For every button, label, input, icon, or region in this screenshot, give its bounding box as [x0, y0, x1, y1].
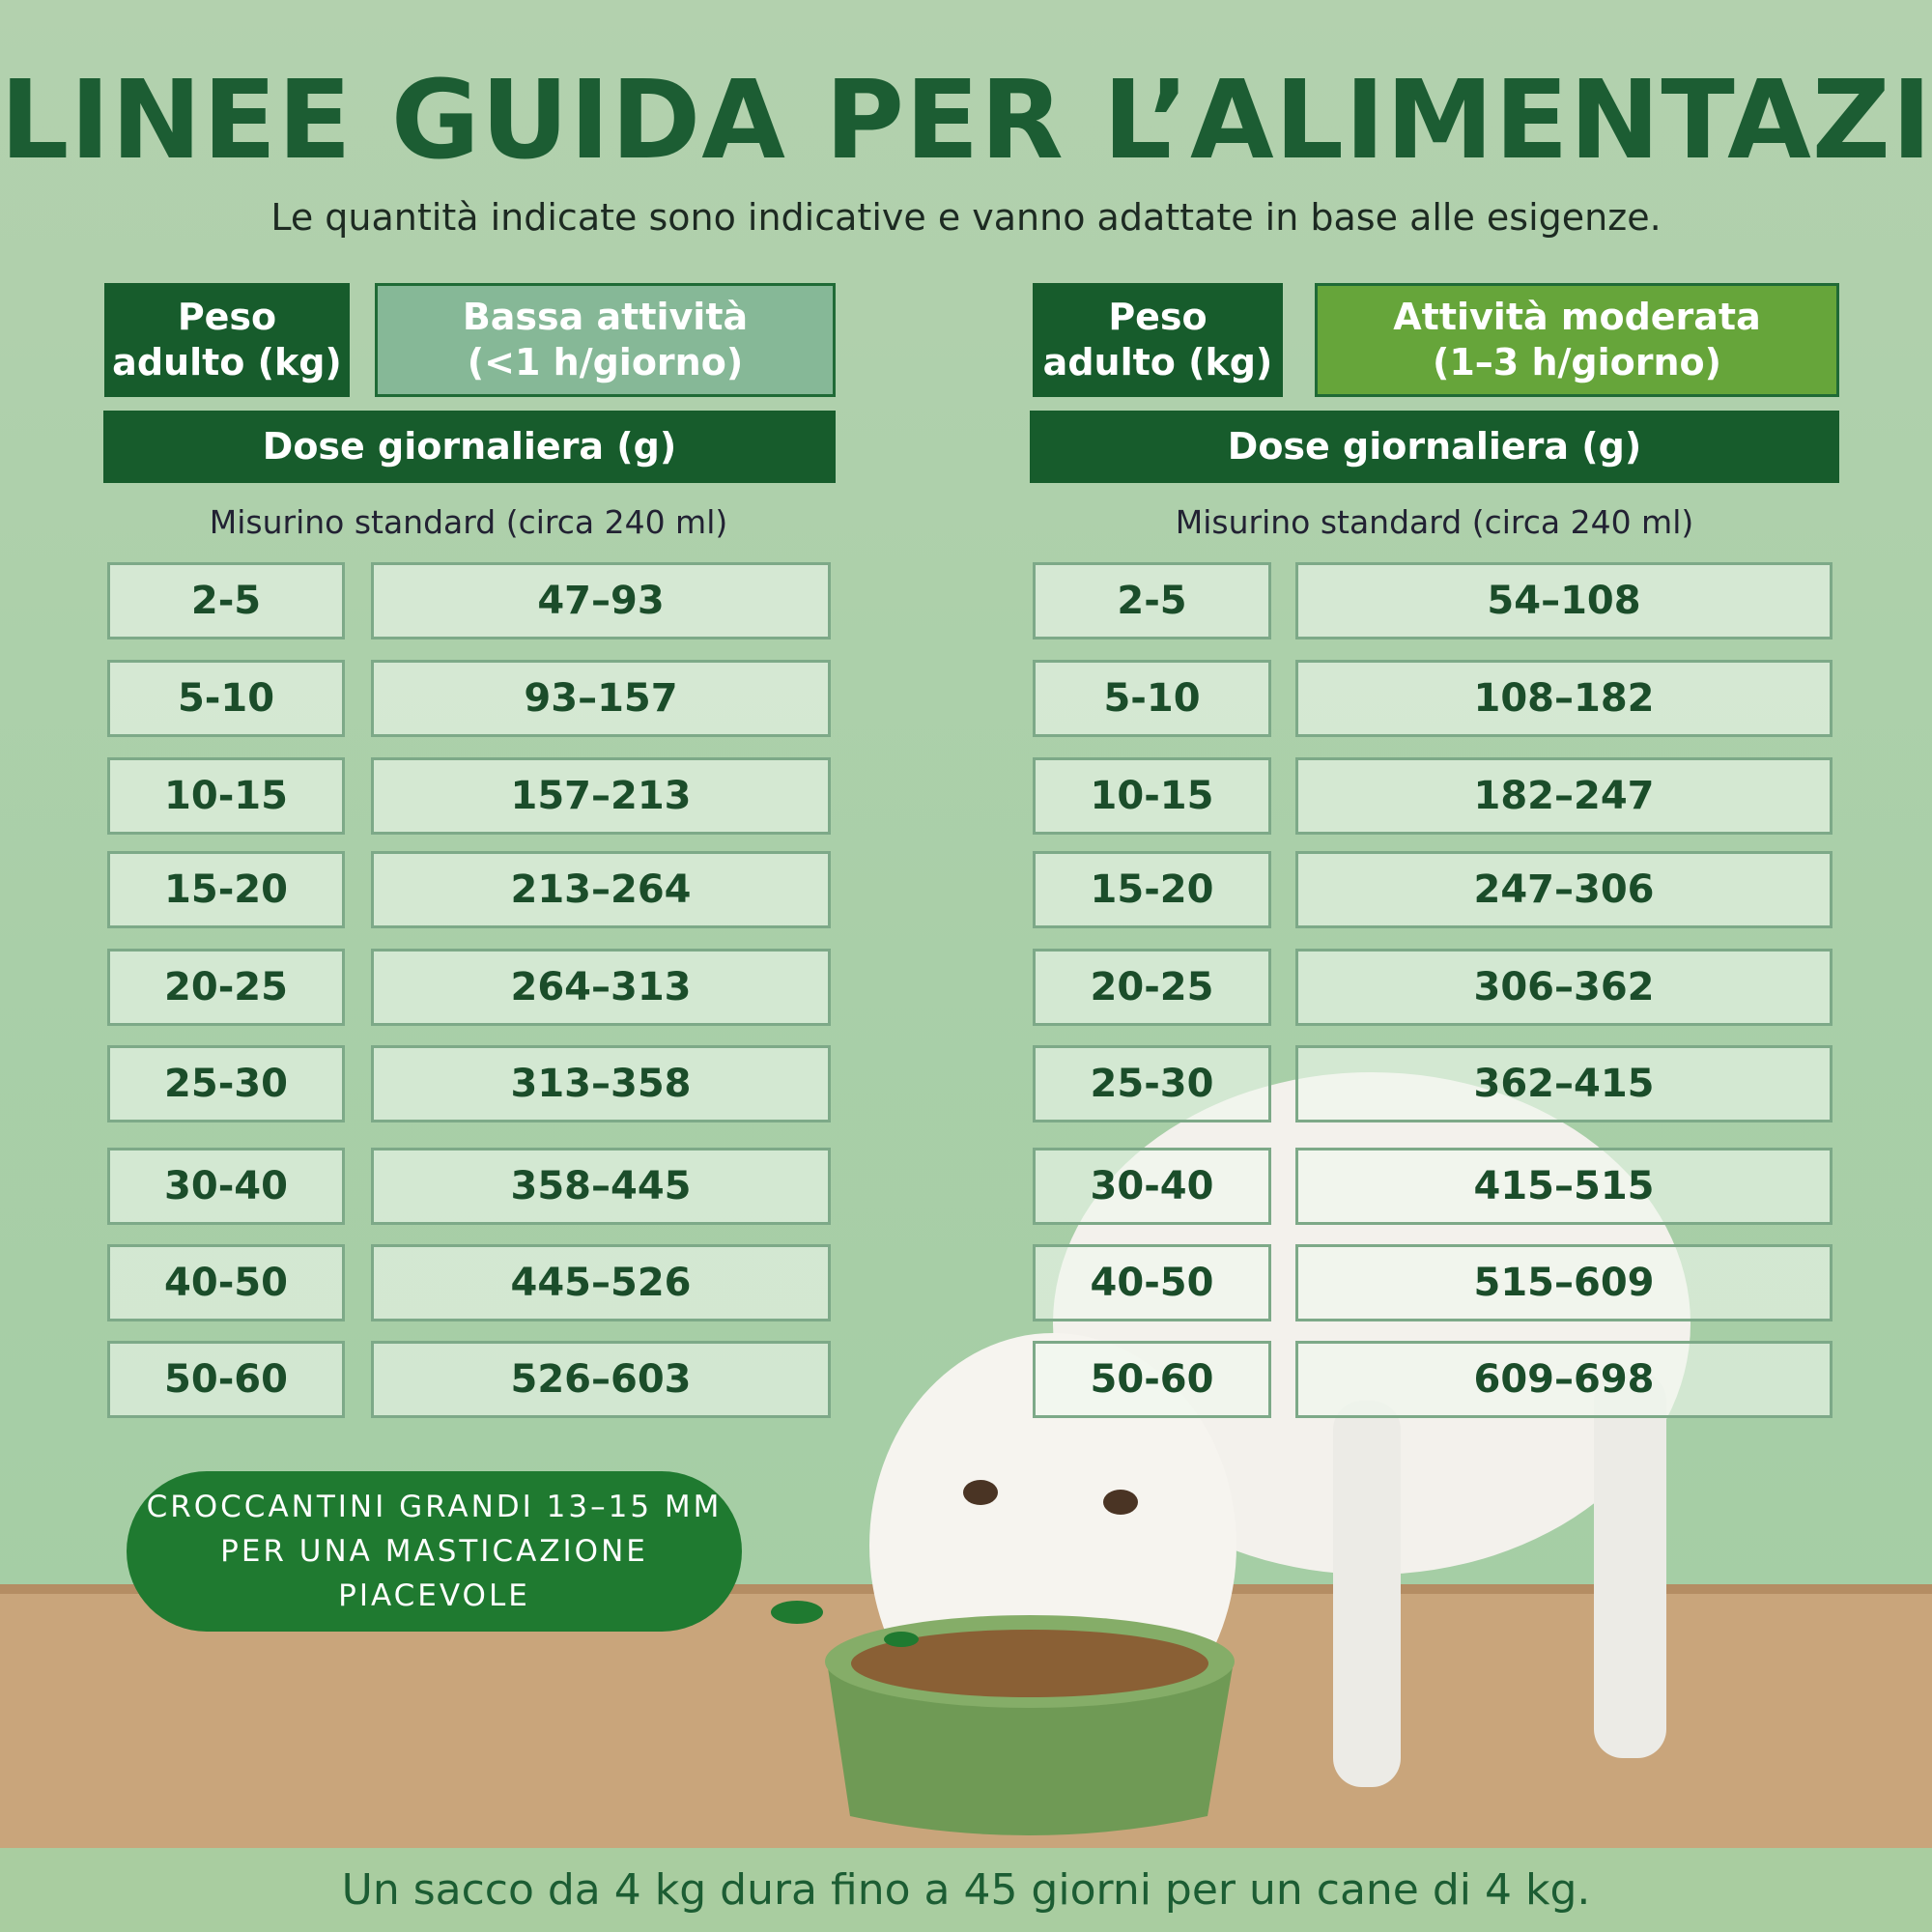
weight-cell: 5-10 [107, 660, 345, 737]
dose-cell: 108–182 [1295, 660, 1833, 737]
weight-header: Peso adulto (kg) [1033, 283, 1283, 397]
measure-note: Misurino standard (circa 240 ml) [209, 502, 728, 541]
weight-cell: 5-10 [1033, 660, 1271, 737]
dose-cell: 47–93 [371, 562, 831, 639]
title: LINEE GUIDA PER L’ALIMENTAZIONE [0, 58, 1932, 184]
bowl [827, 1662, 1234, 1835]
weight-cell: 30-40 [1033, 1148, 1271, 1225]
weight-header: Peso adulto (kg) [104, 283, 350, 397]
weight-cell: 30-40 [107, 1148, 345, 1225]
dose-cell: 213–264 [371, 851, 831, 928]
dose-cell: 415–515 [1295, 1148, 1833, 1225]
weight-cell: 2-5 [1033, 562, 1271, 639]
dose-header: Dose giornaliera (g) [1030, 411, 1839, 483]
callout-dot [884, 1632, 919, 1647]
footer: Un sacco da 4 kg dura fino a 45 giorni p… [0, 1848, 1932, 1932]
weight-cell: 10-15 [107, 757, 345, 835]
weight-cell: 2-5 [107, 562, 345, 639]
weight-cell: 15-20 [107, 851, 345, 928]
dose-cell: 445–526 [371, 1244, 831, 1321]
dose-cell: 515–609 [1295, 1244, 1833, 1321]
dose-cell: 157–213 [371, 757, 831, 835]
weight-cell: 40-50 [107, 1244, 345, 1321]
dose-cell: 362–415 [1295, 1045, 1833, 1122]
weight-cell: 40-50 [1033, 1244, 1271, 1321]
dog-eye [1103, 1490, 1138, 1515]
dog-leg [1594, 1372, 1666, 1758]
subtitle: Le quantità indicate sono indicative e v… [270, 196, 1662, 239]
weight-cell: 25-30 [107, 1045, 345, 1122]
callout: CROCCANTINI GRANDI 13–15 MM PER UNA MAST… [127, 1471, 742, 1632]
weight-cell: 50-60 [1033, 1341, 1271, 1418]
dose-cell: 182–247 [1295, 757, 1833, 835]
dose-cell: 93–157 [371, 660, 831, 737]
dog-eye [963, 1480, 998, 1505]
callout-dot [771, 1601, 823, 1624]
weight-cell: 25-30 [1033, 1045, 1271, 1122]
weight-cell: 15-20 [1033, 851, 1271, 928]
dose-cell: 313–358 [371, 1045, 831, 1122]
dose-cell: 247–306 [1295, 851, 1833, 928]
weight-cell: 10-15 [1033, 757, 1271, 835]
dog-leg [1333, 1401, 1401, 1787]
weight-cell: 20-25 [1033, 949, 1271, 1026]
dose-cell: 526–603 [371, 1341, 831, 1418]
dose-cell: 264–313 [371, 949, 831, 1026]
dose-cell: 306–362 [1295, 949, 1833, 1026]
dose-cell: 358–445 [371, 1148, 831, 1225]
weight-cell: 20-25 [107, 949, 345, 1026]
measure-note: Misurino standard (circa 240 ml) [1175, 502, 1694, 541]
dose-header: Dose giornaliera (g) [103, 411, 836, 483]
weight-cell: 50-60 [107, 1341, 345, 1418]
kibble [851, 1630, 1208, 1697]
dose-cell: 609–698 [1295, 1341, 1833, 1418]
activity-header: Bassa attività (<1 h/giorno) [375, 283, 836, 397]
dose-cell: 54–108 [1295, 562, 1833, 639]
activity-header: Attività moderata (1–3 h/giorno) [1315, 283, 1839, 397]
